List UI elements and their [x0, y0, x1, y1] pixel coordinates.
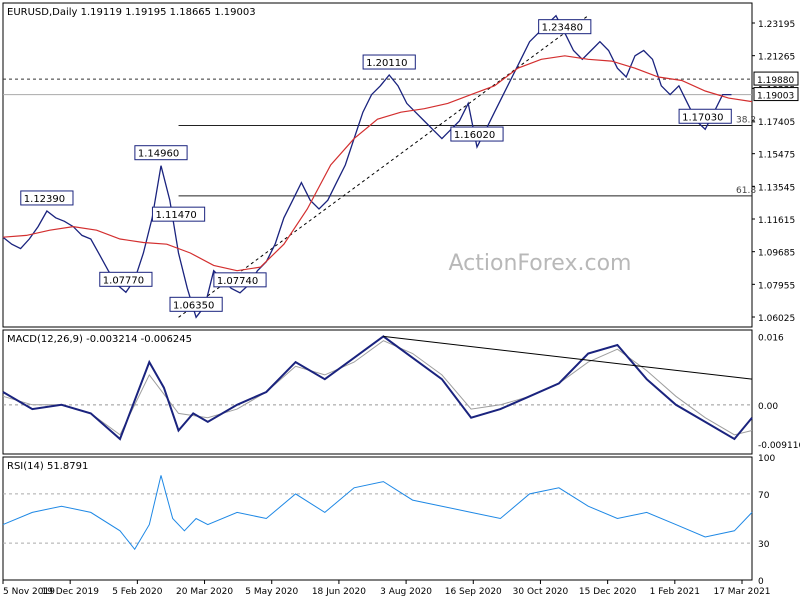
macd-axis-tick-1: 0.00: [758, 402, 778, 412]
x-axis-tick-6: 3 Aug 2020: [380, 587, 432, 597]
rsi-axis-tick-0: 100: [758, 454, 775, 464]
x-axis-tick-1: 19 Dec 2019: [41, 587, 99, 597]
price-annotation-box-2: [134, 145, 188, 161]
price-header: EURUSD,Daily 1.19119 1.19195 1.18665 1.1…: [7, 7, 256, 18]
rsi-axis-tick-3: 0: [758, 577, 764, 587]
price-trendline: [178, 15, 589, 318]
rsi-line: [2, 475, 753, 551]
x-axis-tick-5: 18 Jun 2020: [312, 587, 366, 597]
price-axis-tick-7: 1.09685: [758, 249, 795, 259]
price-label-1: 1.19003: [757, 92, 794, 102]
price-annotation-0: 1.12390: [24, 194, 65, 205]
x-axis-tick-4: 5 May 2020: [245, 587, 298, 597]
price-axis-tick-8: 1.07955: [758, 281, 795, 291]
price-annotation-box-6: [362, 54, 416, 70]
macd-trendline: [383, 335, 753, 380]
macd-axis-tick-0: 0.016: [758, 333, 784, 343]
x-axis-tick-2: 5 Feb 2020: [112, 587, 163, 597]
price-annotation-box-0: [20, 190, 74, 206]
x-axis-tick-0: 5 Nov 2019: [3, 587, 55, 597]
price-annotation-box-4: [169, 296, 223, 312]
price-annotation-4: 1.06350: [173, 300, 214, 311]
price-panel-frame: [2, 2, 753, 328]
price-axis-tick-5: 1.13545: [758, 183, 795, 193]
rsi-axis-tick-1: 70: [758, 491, 770, 501]
price-series-sma: [2, 55, 753, 272]
x-axis-tick-11: 17 Mar 2021: [713, 587, 770, 597]
price-axis-tick-9: 1.06025: [758, 314, 795, 324]
x-axis-tick-7: 16 Sep 2020: [445, 587, 502, 597]
price-annotation-box-8: [538, 19, 592, 35]
macd-label: MACD(12,26,9) -0.003214 -0.006245: [7, 334, 192, 345]
macd-line: [2, 335, 753, 441]
price-axis-tick-4: 1.15475: [758, 151, 795, 161]
price-annotation-box-1: [99, 271, 153, 287]
price-annotation-3: 1.11470: [155, 210, 196, 221]
x-axis-tick-10: 1 Feb 2021: [650, 587, 700, 597]
price-axis-tick-1: 1.21265: [758, 53, 795, 63]
x-axis-tick-3: 20 Mar 2020: [176, 587, 233, 597]
price-series-price: [2, 14, 732, 319]
macd-signal-line: [2, 340, 753, 436]
price-annotation-2: 1.14960: [138, 149, 179, 160]
price-axis-tick-3: 1.17405: [758, 118, 795, 128]
price-annotation-1: 1.07770: [103, 275, 144, 286]
watermark: ActionForex.com: [449, 251, 632, 276]
rsi-axis-tick-2: 30: [758, 540, 770, 550]
fib-label-1: 61.8: [736, 186, 756, 196]
macd-axis-tick-2: -0.009116: [758, 441, 800, 451]
price-annotation-box-9: [678, 108, 732, 124]
price-annotation-5: 1.07740: [217, 276, 258, 287]
price-annotation-box-7: [450, 126, 504, 142]
price-label-box-1: [753, 87, 799, 102]
price-annotation-box-5: [213, 272, 267, 288]
fib-label-0: 38.2: [736, 116, 756, 126]
x-axis-tick-8: 30 Oct 2020: [513, 587, 569, 597]
price-annotation-9: 1.17030: [682, 112, 723, 123]
rsi-panel-frame: [2, 456, 753, 581]
price-annotation-8: 1.23480: [542, 23, 583, 34]
price-label-box-0: [753, 71, 799, 86]
price-axis-tick-0: 1.23195: [758, 20, 795, 30]
x-axis-tick-9: 15 Dec 2020: [579, 587, 637, 597]
price-annotation-box-3: [151, 206, 206, 222]
price-axis-tick-6: 1.11615: [758, 216, 795, 226]
price-label-0: 1.19880: [757, 76, 794, 86]
rsi-label: RSI(14) 51.8791: [7, 461, 88, 472]
price-annotation-7: 1.16020: [454, 130, 495, 141]
price-annotation-6: 1.20110: [366, 58, 407, 69]
